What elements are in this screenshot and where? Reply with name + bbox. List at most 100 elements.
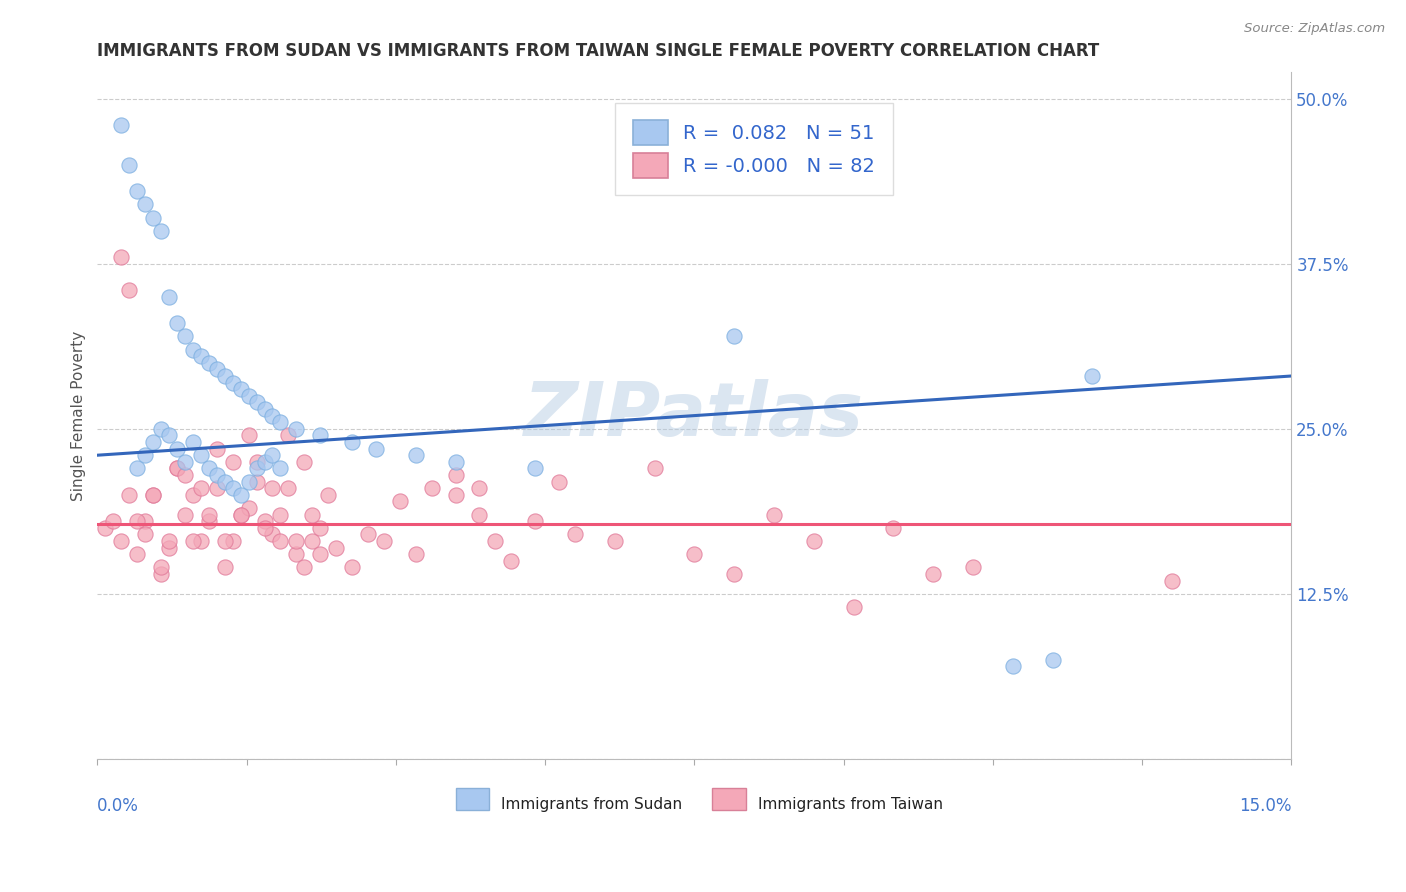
Point: [277, 428, 299, 442]
Point: [127, 514, 149, 528]
Point: [269, 508, 291, 522]
Point: [269, 461, 291, 475]
Point: [245, 461, 267, 475]
Point: [357, 527, 380, 541]
Legend: R =  0.082   N = 51, R = -0.000   N = 82: R = 0.082 N = 51, R = -0.000 N = 82: [616, 103, 893, 195]
Point: [157, 290, 180, 304]
Point: [405, 448, 427, 462]
Point: [197, 514, 219, 528]
Point: [205, 362, 228, 376]
Point: [285, 547, 308, 561]
Point: [468, 481, 491, 495]
Point: [245, 395, 267, 409]
Point: [1081, 369, 1104, 384]
Text: IMMIGRANTS FROM SUDAN VS IMMIGRANTS FROM TAIWAN SINGLE FEMALE POVERTY CORRELATIO: IMMIGRANTS FROM SUDAN VS IMMIGRANTS FROM…: [97, 42, 1099, 60]
Point: [118, 283, 141, 297]
Point: [301, 533, 323, 548]
Point: [388, 494, 411, 508]
Point: [229, 508, 252, 522]
Point: [229, 488, 252, 502]
Point: [309, 428, 332, 442]
Point: [262, 527, 284, 541]
Point: [127, 547, 149, 561]
Point: [842, 599, 865, 614]
Point: [262, 448, 284, 462]
Point: [157, 533, 180, 548]
Point: [723, 566, 745, 581]
Point: [214, 533, 236, 548]
Point: [157, 541, 180, 555]
Point: [181, 435, 204, 450]
Point: [340, 435, 363, 450]
Point: [134, 514, 156, 528]
Point: [484, 533, 506, 548]
Point: [150, 224, 173, 238]
Point: [127, 184, 149, 198]
Point: [190, 533, 212, 548]
Point: [316, 488, 339, 502]
Point: [238, 428, 260, 442]
Point: [181, 343, 204, 357]
Point: [340, 560, 363, 574]
Point: [166, 316, 188, 330]
Point: [118, 158, 141, 172]
Point: [142, 435, 165, 450]
Point: [181, 533, 204, 548]
Point: [181, 488, 204, 502]
Point: [683, 547, 706, 561]
Point: [94, 521, 117, 535]
Point: [142, 488, 165, 502]
Point: [803, 533, 825, 548]
Point: [166, 461, 188, 475]
Point: [548, 475, 571, 489]
Point: [214, 369, 236, 384]
Point: [405, 547, 427, 561]
Point: [205, 442, 228, 456]
Point: [269, 533, 291, 548]
Point: [373, 533, 395, 548]
Point: [134, 448, 156, 462]
Text: 0.0%: 0.0%: [97, 797, 139, 814]
Point: [762, 508, 785, 522]
Point: [309, 547, 332, 561]
Point: [444, 468, 467, 483]
Point: [118, 488, 141, 502]
FancyBboxPatch shape: [456, 789, 489, 810]
Point: [253, 521, 276, 535]
Point: [150, 560, 173, 574]
Text: 15.0%: 15.0%: [1239, 797, 1291, 814]
Point: [110, 533, 132, 548]
Point: [110, 250, 132, 264]
Point: [214, 560, 236, 574]
Point: [501, 554, 523, 568]
Point: [197, 508, 219, 522]
Point: [444, 488, 467, 502]
Point: [420, 481, 443, 495]
Point: [229, 382, 252, 396]
Point: [922, 566, 945, 581]
Point: [142, 211, 165, 225]
Point: [245, 475, 267, 489]
Point: [166, 442, 188, 456]
Point: [444, 455, 467, 469]
Point: [221, 533, 243, 548]
Point: [524, 461, 547, 475]
Point: [103, 514, 125, 528]
Point: [190, 448, 212, 462]
Text: ZIPatlas: ZIPatlas: [524, 379, 865, 452]
Point: [221, 455, 243, 469]
Point: [150, 566, 173, 581]
Point: [150, 422, 173, 436]
Point: [1001, 659, 1024, 673]
Point: [564, 527, 586, 541]
Point: [285, 533, 308, 548]
Point: [292, 560, 315, 574]
Point: [269, 415, 291, 429]
Point: [468, 508, 491, 522]
Point: [221, 481, 243, 495]
Point: [110, 118, 132, 132]
Point: [238, 501, 260, 516]
Point: [644, 461, 666, 475]
Point: [524, 514, 547, 528]
Point: [214, 475, 236, 489]
